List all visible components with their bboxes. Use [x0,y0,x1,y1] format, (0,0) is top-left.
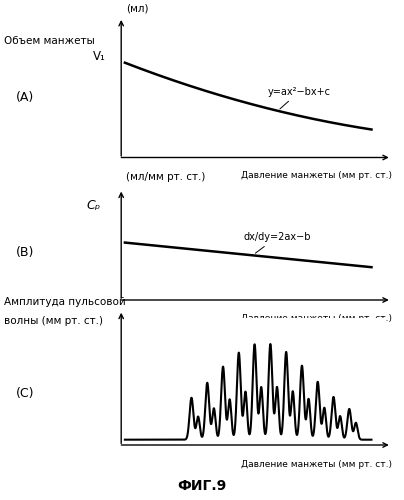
Text: Объем манжеты: Объем манжеты [4,36,95,46]
Text: (мл/мм рт. ст.): (мл/мм рт. ст.) [126,172,206,182]
Text: Cₚ: Cₚ [86,199,100,212]
Text: (мл): (мл) [126,3,149,13]
Text: (C): (C) [16,388,35,400]
Text: dx/dy=2ax−b: dx/dy=2ax−b [243,232,311,253]
Text: Давление манжеты (мм рт. ст.): Давление манжеты (мм рт. ст.) [241,171,391,180]
Text: Давление манжеты (мм рт. ст.): Давление манжеты (мм рт. ст.) [241,314,391,322]
Text: V₁: V₁ [93,50,105,64]
Text: Давление манжеты (мм рт. ст.): Давление манжеты (мм рт. ст.) [241,460,391,469]
Text: (B): (B) [16,246,34,259]
Text: волны (мм рт. ст.): волны (мм рт. ст.) [4,316,103,326]
Text: ФИГ.9: ФИГ.9 [177,478,227,492]
Text: (A): (A) [16,92,34,104]
Text: Амплитуда пульсовой: Амплитуда пульсовой [4,298,126,308]
Text: y=ax²−bx+c: y=ax²−bx+c [268,86,331,109]
